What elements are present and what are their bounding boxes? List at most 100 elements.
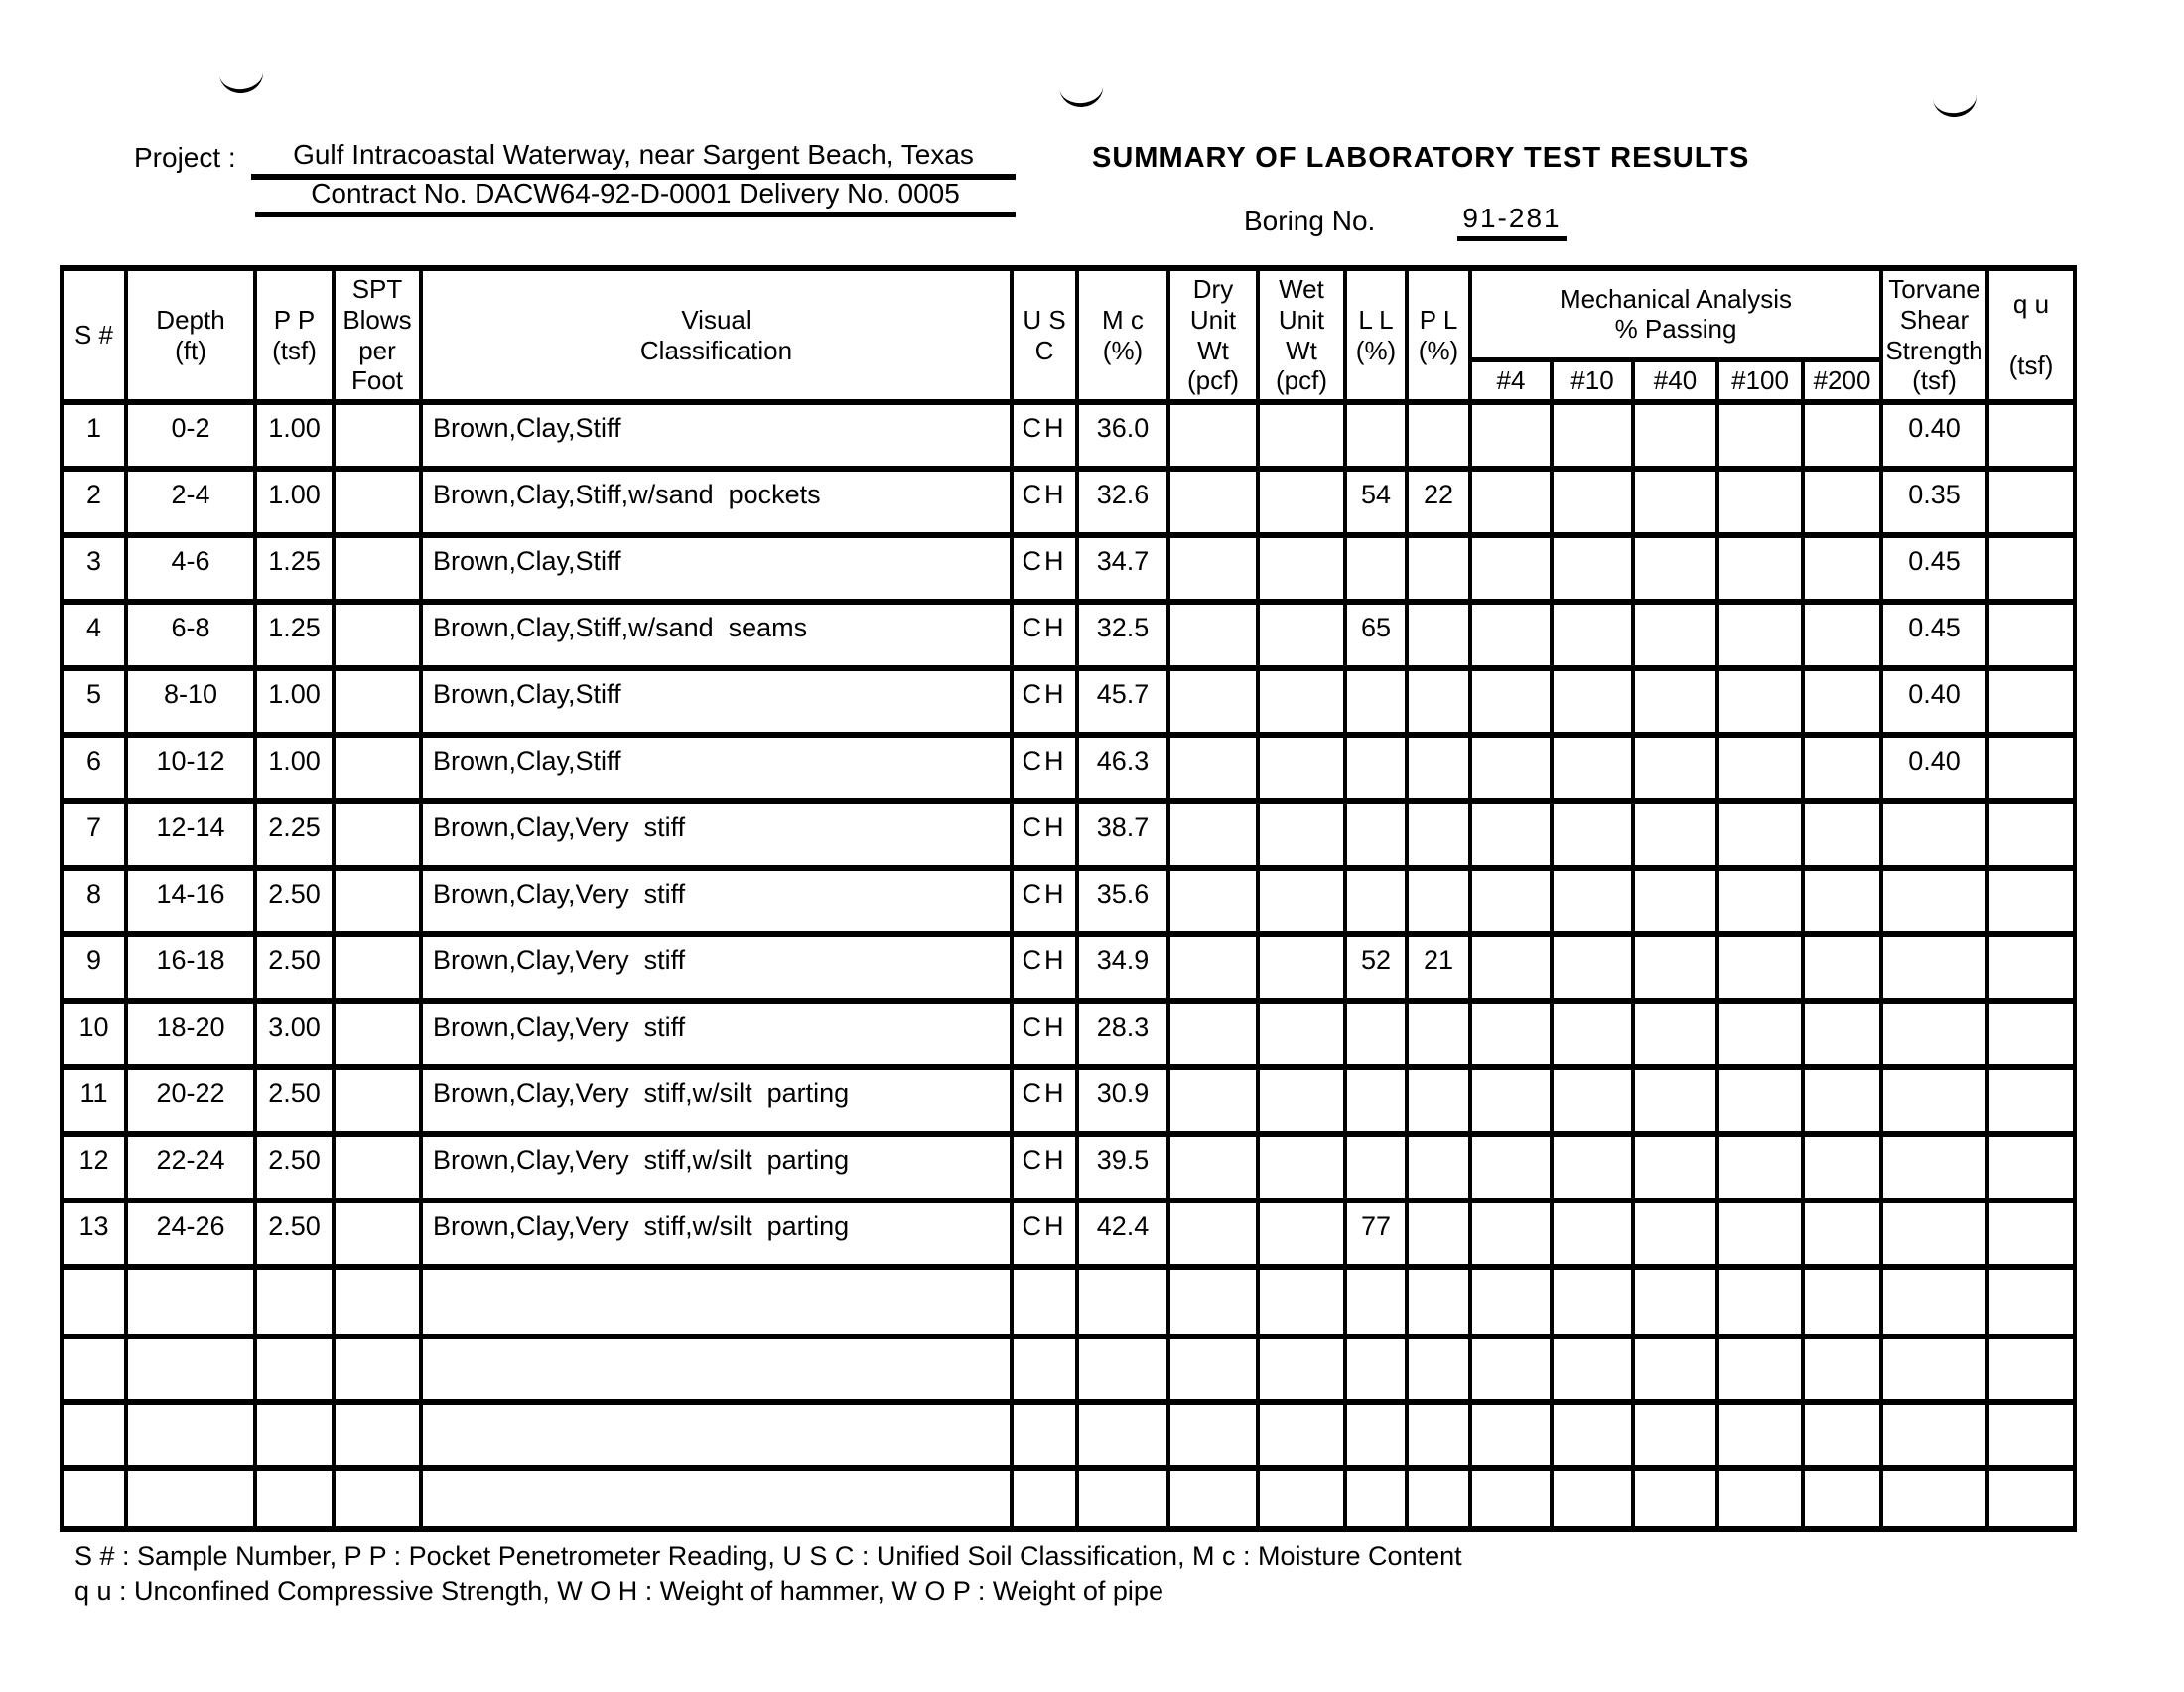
cell-wet-unit-wt [1256,865,1347,937]
col-header-mc: M c (%) [1075,265,1170,405]
cell-wet-unit-wt [1256,399,1347,472]
contract-number: Contract No. DACW64-92-D-0001 Delivery N… [255,178,1016,217]
cell-wet-unit-wt [1256,466,1347,538]
cell-pp: 3.00 [253,998,336,1070]
cell-p10 [1550,665,1635,738]
empty-table-row [60,1399,2077,1471]
cell-ll [1343,865,1409,937]
cell-sample-number: 9 [60,931,128,1004]
document-title: SUMMARY OF LABORATORY TEST RESULTS [1092,142,1750,174]
cell-qu [1985,466,2077,538]
cell-qu [1985,532,2077,605]
cell-pp: 1.00 [253,466,336,538]
cell-torvane [1879,998,1989,1070]
cell-ll [1343,665,1409,738]
cell-usc: CH [1010,1064,1079,1137]
cell-usc: CH [1010,998,1079,1070]
cell-qu [1985,798,2077,871]
cell-spt [332,732,423,804]
cell-dry-unit-wt [1166,998,1260,1070]
cell-p40 [1631,399,1719,472]
cell-dry-unit-wt [1166,599,1260,671]
cell-p40 [1631,665,1719,738]
cell-pl [1405,399,1472,472]
cell-pp: 1.25 [253,532,336,605]
cell-p100 [1715,665,1805,738]
cell-depth: 0-2 [124,399,257,472]
cell-p100 [1715,732,1805,804]
col-header-sieve-10: #10 [1550,356,1635,405]
cell-p40 [1631,532,1719,605]
cell-mc: 46.3 [1075,732,1170,804]
cell-torvane [1879,1064,1989,1137]
cell-visual-classification: Brown,Clay,Very stiff [419,931,1014,1004]
cell-p10 [1550,732,1635,804]
cell-sample-number: 10 [60,998,128,1070]
cell-qu [1985,1064,2077,1137]
cell-depth: 16-18 [124,931,257,1004]
cell-torvane [1879,865,1989,937]
table-row: 11 20-22 2.50 Brown,Clay,Very stiff,w/silt … [60,1064,2077,1137]
scan-artifact [1059,83,1105,109]
cell-wet-unit-wt [1256,1131,1347,1203]
cell-p4 [1468,599,1554,671]
cell-pp: 1.00 [253,665,336,738]
cell-spt [332,466,423,538]
cell-depth: 18-20 [124,998,257,1070]
cell-pp: 2.50 [253,1064,336,1137]
cell-pl [1405,732,1472,804]
cell-depth: 8-10 [124,665,257,738]
cell-p4 [1468,466,1554,538]
cell-usc: CH [1010,532,1079,605]
cell-p4 [1468,532,1554,605]
cell-p40 [1631,1131,1719,1203]
cell-p10 [1550,798,1635,871]
cell-p100 [1715,931,1805,1004]
cell-ll [1343,798,1409,871]
cell-p200 [1801,732,1883,804]
cell-pl: 21 [1405,931,1472,1004]
cell-wet-unit-wt [1256,732,1347,804]
cell-p4 [1468,399,1554,472]
cell-dry-unit-wt [1166,399,1260,472]
cell-sample-number: 6 [60,732,128,804]
cell-sample-number: 8 [60,865,128,937]
cell-dry-unit-wt [1166,1131,1260,1203]
cell-p10 [1550,998,1635,1070]
cell-p200 [1801,798,1883,871]
cell-sample-number: 12 [60,1131,128,1203]
cell-pl [1405,1064,1472,1137]
cell-usc: CH [1010,599,1079,671]
cell-p4 [1468,931,1554,1004]
cell-dry-unit-wt [1166,1064,1260,1137]
cell-pl [1405,865,1472,937]
cell-usc: CH [1010,798,1079,871]
cell-torvane [1879,798,1989,871]
cell-p100 [1715,1198,1805,1270]
project-label: Project : [134,142,236,173]
cell-dry-unit-wt [1166,466,1260,538]
cell-spt [332,998,423,1070]
cell-ll [1343,732,1409,804]
cell-p4 [1468,732,1554,804]
cell-sample-number: 5 [60,665,128,738]
col-header-torvane: Torvane Shear Strength (tsf) [1879,265,1989,405]
cell-mc: 30.9 [1075,1064,1170,1137]
cell-p4 [1468,1064,1554,1137]
cell-p10 [1550,1064,1635,1137]
cell-qu [1985,931,2077,1004]
cell-qu [1985,599,2077,671]
cell-mc: 32.6 [1075,466,1170,538]
table-row: 2 2-4 1.00 Brown,Clay,Stiff,w/sand pockets C… [60,466,2077,538]
cell-torvane: 0.35 [1879,466,1989,538]
cell-pl: 22 [1405,466,1472,538]
cell-spt [332,865,423,937]
cell-p100 [1715,532,1805,605]
empty-table-row [60,1465,2077,1532]
cell-p200 [1801,931,1883,1004]
cell-visual-classification: Brown,Clay,Very stiff,w/silt parting [419,1131,1014,1203]
cell-ll [1343,998,1409,1070]
cell-visual-classification: Brown,Clay,Stiff [419,732,1014,804]
cell-mc: 45.7 [1075,665,1170,738]
cell-sample-number: 1 [60,399,128,472]
